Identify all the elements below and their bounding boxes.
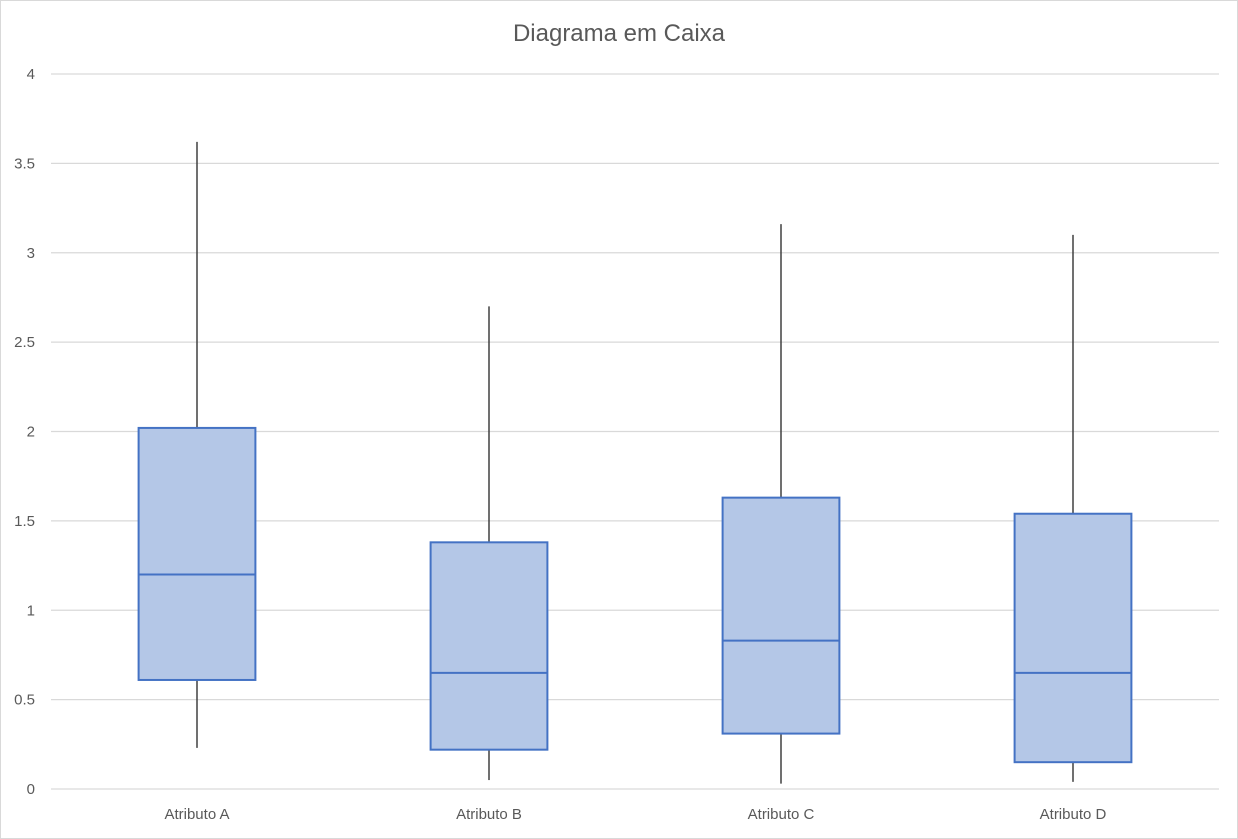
x-category-label: Atributo B [456,806,522,823]
x-category-label: Atributo C [748,806,815,823]
box-group [137,141,257,748]
box-iqr [721,496,841,735]
y-tick-label: 2.5 [14,334,35,351]
y-tick-label: 3.5 [14,155,35,172]
box-iqr [137,426,257,681]
boxes [137,141,1133,784]
box-iqr [1013,512,1133,764]
y-tick-label: 0 [27,781,35,798]
y-axis-ticks: 0 0.5 1 1.5 2 2.5 3 3.5 4 [14,66,35,798]
box-group [721,224,841,784]
x-category-label: Atributo D [1040,806,1107,823]
y-tick-label: 0.5 [14,692,35,709]
box-group [1013,234,1133,782]
box-iqr [429,541,549,751]
x-category-label: Atributo A [164,806,229,823]
y-tick-label: 1 [27,602,35,619]
chart-title: Diagrama em Caixa [513,20,726,47]
box-group [429,306,549,781]
y-tick-label: 2 [27,424,35,441]
y-tick-label: 3 [27,245,35,262]
x-axis-categories: Atributo A Atributo B Atributo C Atributo D [164,806,1106,823]
y-tick-label: 1.5 [14,513,35,530]
y-tick-label: 4 [27,66,35,83]
